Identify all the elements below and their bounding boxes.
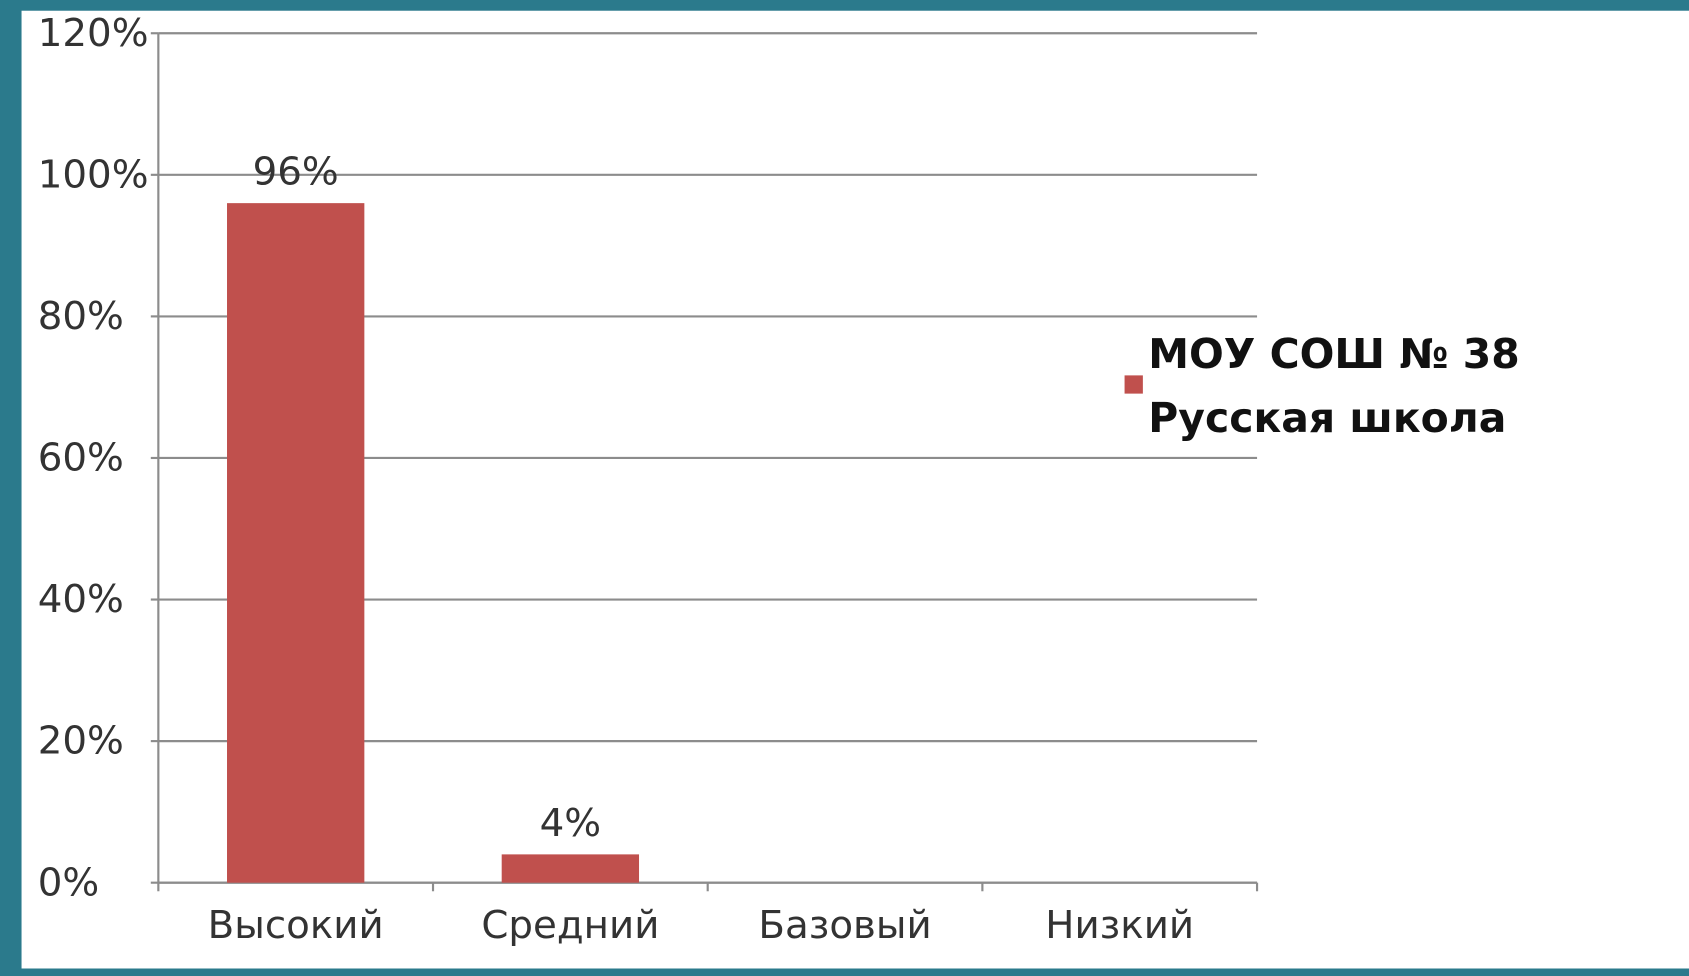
bar [501, 854, 640, 883]
y-tick-label: 60% [38, 436, 124, 481]
y-tick-label: 100% [38, 153, 149, 198]
y-tick-label: 120% [38, 11, 149, 56]
data-label: 4% [540, 801, 602, 846]
y-tick-label: 0% [38, 860, 100, 905]
data-label: 96% [253, 150, 339, 195]
y-tick-label: 80% [38, 294, 124, 339]
x-tick-label: Базовый [758, 903, 931, 948]
legend-label: МОУ СОШ № 38 Русская школа [1148, 330, 1520, 442]
legend-swatch [1124, 375, 1143, 394]
x-tick-label: Средний [481, 903, 659, 948]
bar [227, 203, 365, 883]
x-tick-label: Высокий [208, 903, 384, 948]
y-tick-label: 40% [38, 577, 124, 622]
legend-item: МОУ СОШ № 38 Русская школа [1148, 330, 1520, 442]
y-tick-label: 20% [38, 719, 124, 764]
x-tick-label: Низкий [1045, 903, 1194, 948]
